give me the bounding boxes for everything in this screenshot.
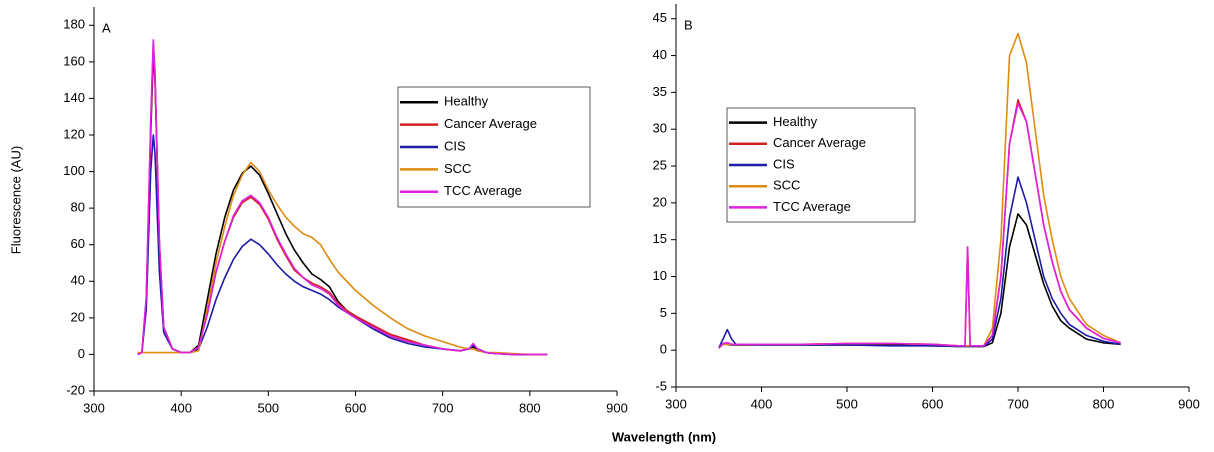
x-tick-label: 800: [519, 400, 541, 415]
y-tick-label: 0: [78, 346, 85, 361]
x-tick-label: 700: [1007, 396, 1029, 411]
x-axis-label: Wavelength (nm): [612, 429, 716, 444]
x-tick-label: 900: [1178, 396, 1200, 411]
x-tick-label: 800: [1093, 396, 1115, 411]
series-line: [718, 213, 1121, 349]
x-tick-label: 600: [345, 400, 367, 415]
y-tick-label: -5: [655, 378, 667, 393]
y-tick-label: 35: [653, 84, 667, 99]
y-tick-label: 140: [63, 90, 85, 105]
legend-label: CIS: [773, 156, 795, 171]
legend: Healthy Cancer Average CIS SCC TCC Average: [726, 107, 916, 223]
legend-label: SCC: [444, 161, 471, 176]
y-tick-label: 80: [71, 200, 85, 215]
y-tick-label: 25: [653, 157, 667, 172]
x-tick-label: 400: [751, 396, 773, 411]
y-tick-label: 5: [660, 305, 667, 320]
y-tick-label: 40: [653, 47, 667, 62]
panel-label: B: [684, 17, 693, 32]
x-tick-label: 500: [836, 396, 858, 411]
y-tick-label: 30: [653, 121, 667, 136]
series-line: [137, 39, 548, 356]
y-tick-label: 180: [63, 17, 85, 32]
legend: Healthy Cancer Average CIS SCC TCC Average: [397, 86, 591, 208]
legend-label: TCC Average: [444, 183, 522, 198]
y-tick-label: 100: [63, 163, 85, 178]
y-tick-label: 60: [71, 236, 85, 251]
legend-label: Cancer Average: [444, 116, 537, 131]
y-axis-label: Fluorescence (AU): [8, 146, 23, 254]
x-tick-label: 400: [170, 400, 192, 415]
y-tick-label: 160: [63, 53, 85, 68]
series-line: [718, 102, 1121, 349]
x-tick-label: 600: [922, 396, 944, 411]
y-tick-label: 15: [653, 231, 667, 246]
legend-label: Healthy: [444, 94, 489, 109]
legend-label: SCC: [773, 178, 800, 193]
x-tick-label: 500: [257, 400, 279, 415]
x-tick-label: 300: [83, 400, 105, 415]
panel-label: A: [102, 20, 111, 35]
legend-label: Healthy: [773, 114, 818, 129]
y-tick-label: 0: [660, 342, 667, 357]
y-tick-label: 120: [63, 126, 85, 141]
y-tick-label: -20: [66, 382, 85, 397]
legend-label: TCC Average: [773, 199, 851, 214]
y-tick-label: 20: [653, 194, 667, 209]
x-tick-label: 900: [606, 400, 628, 415]
x-tick-label: 300: [665, 396, 687, 411]
y-tick-label: 20: [71, 309, 85, 324]
y-tick-label: 40: [71, 273, 85, 288]
x-tick-label: 700: [432, 400, 454, 415]
legend-label: CIS: [444, 138, 466, 153]
y-tick-label: 10: [653, 268, 667, 283]
legend-label: Cancer Average: [773, 135, 866, 150]
y-tick-label: 45: [653, 10, 667, 25]
